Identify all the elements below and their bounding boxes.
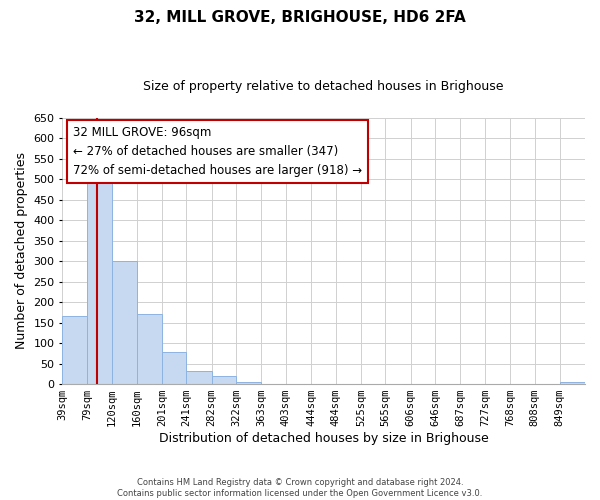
Title: Size of property relative to detached houses in Brighouse: Size of property relative to detached ho… — [143, 80, 504, 93]
Text: 32, MILL GROVE, BRIGHOUSE, HD6 2FA: 32, MILL GROVE, BRIGHOUSE, HD6 2FA — [134, 10, 466, 25]
Bar — [112, 261, 137, 384]
Text: Contains HM Land Registry data © Crown copyright and database right 2024.
Contai: Contains HM Land Registry data © Crown c… — [118, 478, 482, 498]
Text: 32 MILL GROVE: 96sqm
← 27% of detached houses are smaller (347)
72% of semi-deta: 32 MILL GROVE: 96sqm ← 27% of detached h… — [73, 126, 362, 177]
Bar — [560, 382, 585, 384]
Bar — [236, 382, 262, 384]
X-axis label: Distribution of detached houses by size in Brighouse: Distribution of detached houses by size … — [159, 432, 488, 445]
Bar — [212, 376, 236, 384]
Y-axis label: Number of detached properties: Number of detached properties — [15, 152, 28, 350]
Bar — [87, 175, 112, 384]
Bar — [137, 314, 162, 384]
Bar — [187, 371, 212, 384]
Bar — [62, 316, 87, 384]
Bar — [162, 352, 187, 384]
